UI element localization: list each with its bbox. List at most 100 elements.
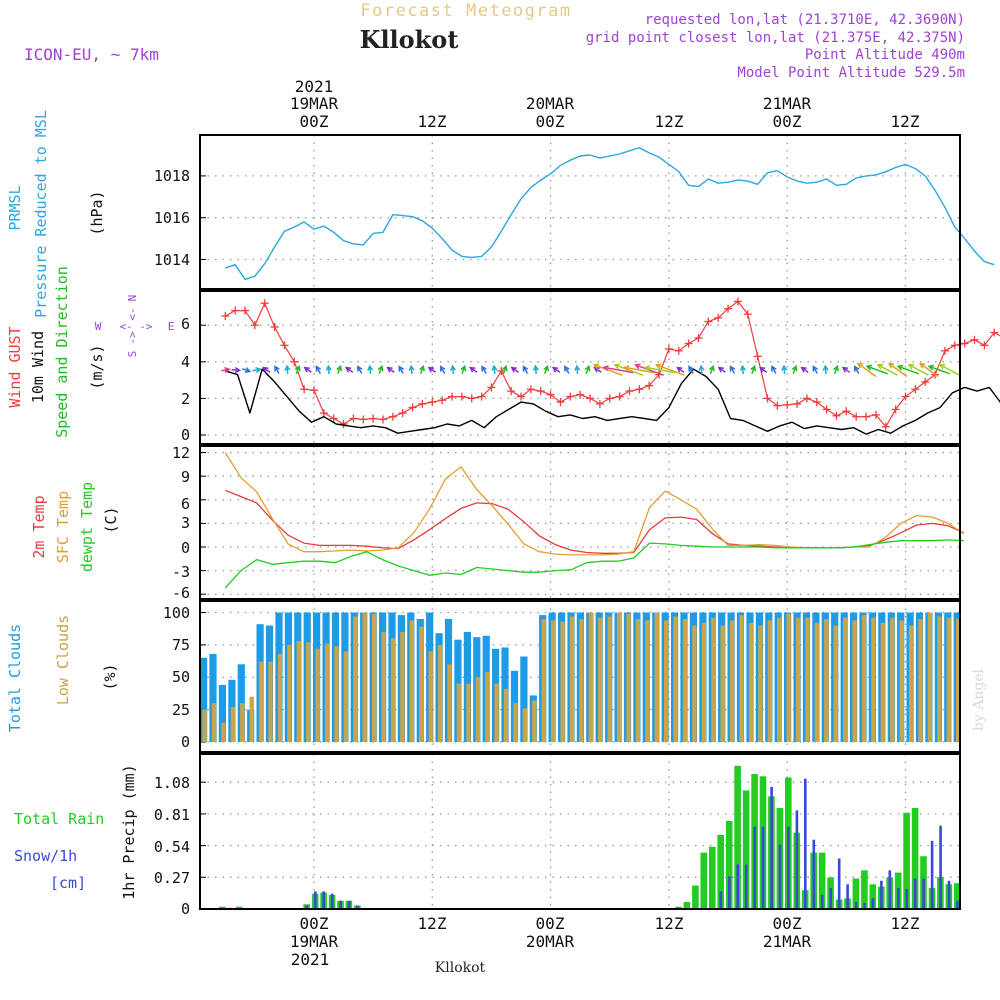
low-cloud-bar	[739, 615, 744, 742]
temp-tick-label: -3	[172, 563, 190, 581]
low-cloud-bar	[541, 619, 546, 742]
low-cloud-bar	[729, 620, 735, 742]
marks-layer	[200, 146, 1000, 909]
precip-tick-label: 0.27	[154, 869, 190, 887]
low-cloud-bar	[927, 612, 933, 742]
sfc-side-label: SFC Temp	[54, 491, 72, 563]
rain-bar	[725, 821, 733, 909]
low-cloud-bar	[315, 648, 320, 742]
total-cloud-bar	[200, 657, 208, 742]
wind-direction-arrowhead	[491, 364, 498, 371]
snow-bar	[761, 826, 765, 909]
wind-direction-arrowhead	[907, 364, 915, 370]
snow-bar	[795, 810, 799, 909]
low-cloud-bar	[748, 622, 754, 742]
gust-line	[225, 300, 1000, 428]
low-cloud-bar	[409, 620, 414, 742]
low-cloud-bar	[795, 617, 801, 742]
snow-bar	[787, 826, 790, 909]
low-cloud-bar	[852, 620, 857, 742]
wind-direction-arrowhead	[676, 366, 683, 373]
low-cloud-bar	[588, 612, 593, 742]
wind-unit-label: (m/s)	[88, 344, 106, 389]
panel-frame	[199, 134, 961, 290]
model-altitude: Model Point Altitude 529.5m	[737, 65, 965, 81]
low-cloud-bar	[419, 626, 424, 742]
wind-direction-arrowhead	[592, 363, 600, 370]
wind-direction-arrowhead	[408, 364, 415, 371]
low-cloud-bar	[786, 613, 791, 742]
low-cloud-bar	[814, 622, 820, 742]
model-name: ICON-EU, ~ 7km	[24, 45, 159, 64]
wind-direction-arrowhead	[255, 366, 262, 374]
wind-direction-arrowhead	[896, 364, 904, 371]
wind-direction-arrow	[857, 362, 877, 378]
low-cloud-bar	[513, 703, 518, 742]
bottom-hour-label: 00Z	[536, 914, 565, 933]
gust-side-label: Wind GUST	[6, 326, 24, 407]
snow-side-label: Snow/1h	[14, 847, 77, 865]
low-cloud-bar	[230, 707, 236, 742]
wind-direction-arrowhead	[781, 364, 788, 371]
wind-direction-arrow	[928, 365, 951, 375]
wind-direction-arrowhead	[315, 365, 322, 372]
wind-direction-arrowhead	[234, 366, 242, 374]
low-cloud-bar	[428, 651, 433, 742]
low-cloud-bar	[287, 644, 292, 742]
wind-tick-label: 0	[181, 426, 190, 444]
compass-south: S	[126, 351, 139, 358]
wind-direction-arrowhead	[856, 362, 864, 369]
rain-bar	[235, 906, 243, 909]
low-cloud-bar	[946, 617, 951, 742]
wind-direction-arrowhead	[501, 364, 508, 372]
snow-bar	[322, 891, 325, 909]
top-hour-label: 12Z	[655, 112, 684, 131]
snow-bar	[820, 894, 824, 909]
rain-bar	[852, 878, 860, 909]
bottom-day-label: 20MAR	[526, 932, 575, 951]
snow-bar	[753, 826, 756, 909]
low-cloud-bar	[240, 703, 245, 742]
sfc-temp-line	[224, 452, 965, 556]
snow-bar	[930, 840, 934, 909]
precip-tick-label: 0.81	[154, 806, 190, 824]
low-cloud-bar	[899, 620, 904, 742]
wind-direction-arrowhead	[398, 365, 404, 372]
low-cloud-bar	[334, 646, 339, 742]
temp-tick-label: 3	[181, 514, 190, 532]
wind-direction-arrowhead	[262, 366, 269, 373]
wind-direction-arrowhead	[325, 364, 332, 371]
wind-direction-arrow	[897, 365, 920, 375]
temp-unit-label: (C)	[102, 506, 120, 533]
low-cloud-bar	[390, 638, 396, 742]
wind-direction-arrowhead	[750, 364, 757, 372]
panel-frame	[199, 445, 961, 600]
pressure-tick-label: 1018	[154, 167, 190, 185]
wind-tick-label: 4	[181, 353, 190, 371]
dewpoint-line	[224, 539, 964, 589]
wind-direction-arrowhead	[469, 366, 476, 373]
wind-direction-arrow	[635, 364, 665, 376]
low-cloud-bar	[861, 615, 867, 742]
low-cloud-bar	[607, 616, 612, 742]
top-hour-label: 00Z	[536, 112, 565, 131]
rain-bar	[818, 852, 826, 909]
wind-direction-arrowhead	[522, 365, 529, 372]
compass-arrows-horizontal: <- ->	[119, 320, 152, 333]
low-cloud-bar	[202, 709, 207, 742]
wind-direction-arrowhead	[613, 363, 620, 370]
wind-side-label: 10m Wind	[29, 331, 47, 403]
wind-direction-arrow	[624, 366, 655, 374]
low-cloud-side-label: Low Clouds	[54, 615, 72, 705]
low-cloud-bar	[843, 617, 848, 742]
low-cloud-bar	[918, 619, 923, 742]
wind-direction-arrowhead	[602, 365, 609, 372]
wind-direction-arrowhead	[643, 365, 651, 372]
low-cloud-bar	[211, 703, 217, 742]
wind-direction-arrowhead	[356, 365, 363, 372]
wind-direction-arrowhead	[344, 366, 352, 373]
bottom-hour-label: 12Z	[655, 914, 684, 933]
wind-direction-arrowhead	[791, 364, 798, 372]
low-cloud-bar	[456, 683, 462, 742]
